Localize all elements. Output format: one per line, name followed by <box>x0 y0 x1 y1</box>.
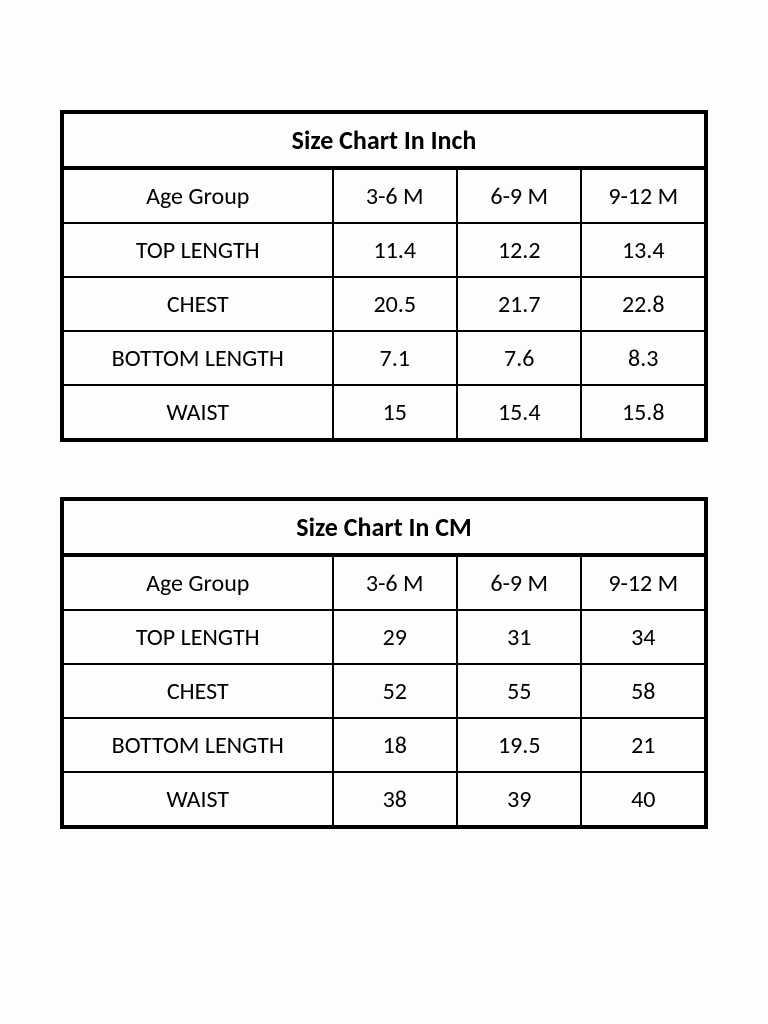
cell: 22.8 <box>581 277 706 331</box>
cell: 52 <box>333 664 457 718</box>
size-chart-cm: Size Chart In CM Age Group 3-6 M 6-9 M 9… <box>60 497 708 829</box>
cell: 19.5 <box>457 718 581 772</box>
header-cell: 9-12 M <box>581 555 706 610</box>
table-title: Size Chart In CM <box>62 499 706 555</box>
cell: 8.3 <box>581 331 706 385</box>
cell: 34 <box>581 610 706 664</box>
table-row: CHEST 20.5 21.7 22.8 <box>62 277 706 331</box>
table-row: TOP LENGTH 29 31 34 <box>62 610 706 664</box>
table-row: BOTTOM LENGTH 7.1 7.6 8.3 <box>62 331 706 385</box>
cell: 58 <box>581 664 706 718</box>
cell: 38 <box>333 772 457 827</box>
table-row: TOP LENGTH 11.4 12.2 13.4 <box>62 223 706 277</box>
cell: 15.4 <box>457 385 581 440</box>
table-title-row: Size Chart In Inch <box>62 112 706 168</box>
cell: 39 <box>457 772 581 827</box>
size-chart-inch: Size Chart In Inch Age Group 3-6 M 6-9 M… <box>60 110 708 442</box>
table-title: Size Chart In Inch <box>62 112 706 168</box>
cell: 13.4 <box>581 223 706 277</box>
header-cell: 9-12 M <box>581 168 706 223</box>
cell: 18 <box>333 718 457 772</box>
table-title-row: Size Chart In CM <box>62 499 706 555</box>
cell: 40 <box>581 772 706 827</box>
table-header-row: Age Group 3-6 M 6-9 M 9-12 M <box>62 168 706 223</box>
header-cell: 6-9 M <box>457 555 581 610</box>
cell: 31 <box>457 610 581 664</box>
table-row: WAIST 38 39 40 <box>62 772 706 827</box>
cell: 20.5 <box>333 277 457 331</box>
table-row: WAIST 15 15.4 15.8 <box>62 385 706 440</box>
cell: 21 <box>581 718 706 772</box>
page: Size Chart In Inch Age Group 3-6 M 6-9 M… <box>0 0 768 829</box>
header-cell: 3-6 M <box>333 168 457 223</box>
row-label: WAIST <box>62 772 333 827</box>
header-cell: 6-9 M <box>457 168 581 223</box>
row-label: WAIST <box>62 385 333 440</box>
row-label: BOTTOM LENGTH <box>62 331 333 385</box>
row-label: BOTTOM LENGTH <box>62 718 333 772</box>
row-label: CHEST <box>62 277 333 331</box>
cell: 21.7 <box>457 277 581 331</box>
cell: 29 <box>333 610 457 664</box>
row-label: TOP LENGTH <box>62 223 333 277</box>
header-cell: 3-6 M <box>333 555 457 610</box>
cell: 12.2 <box>457 223 581 277</box>
cell: 15.8 <box>581 385 706 440</box>
table-row: CHEST 52 55 58 <box>62 664 706 718</box>
table-header-row: Age Group 3-6 M 6-9 M 9-12 M <box>62 555 706 610</box>
header-cell: Age Group <box>62 555 333 610</box>
row-label: CHEST <box>62 664 333 718</box>
header-cell: Age Group <box>62 168 333 223</box>
row-label: TOP LENGTH <box>62 610 333 664</box>
cell: 55 <box>457 664 581 718</box>
table-row: BOTTOM LENGTH 18 19.5 21 <box>62 718 706 772</box>
cell: 7.1 <box>333 331 457 385</box>
cell: 7.6 <box>457 331 581 385</box>
cell: 11.4 <box>333 223 457 277</box>
cell: 15 <box>333 385 457 440</box>
